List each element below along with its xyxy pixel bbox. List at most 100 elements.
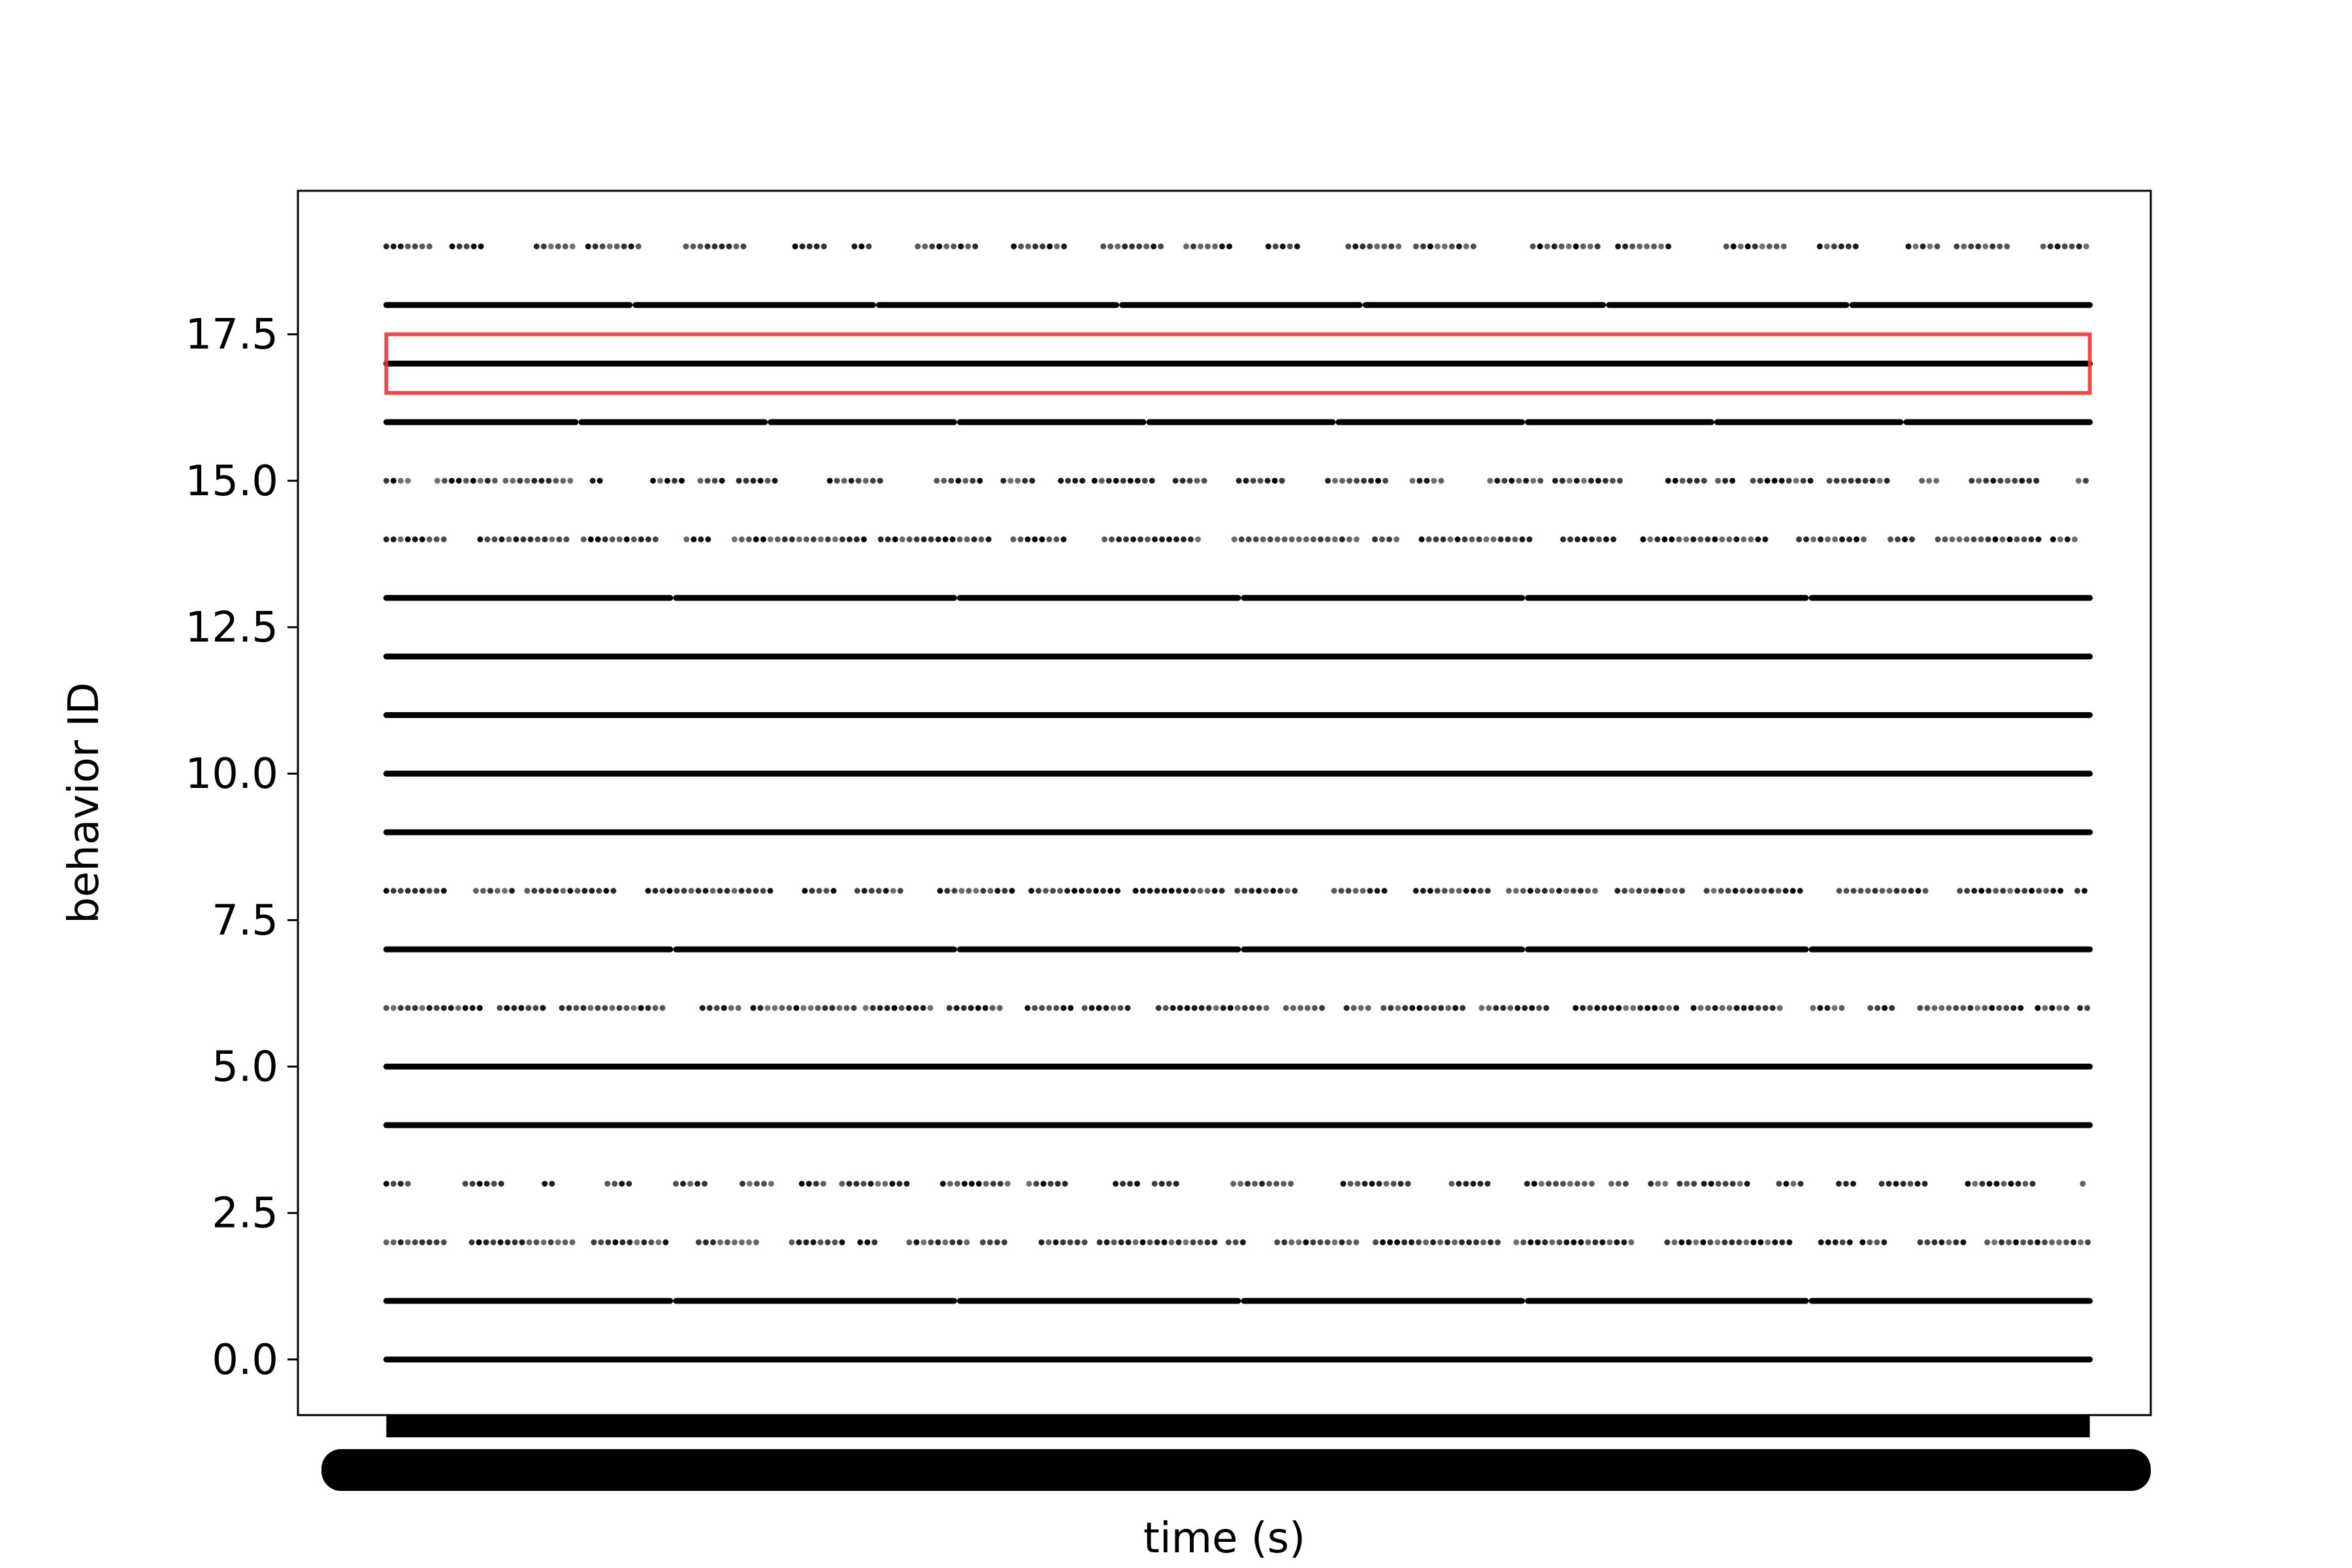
- event-marker: [1895, 536, 1901, 543]
- event-marker: [538, 887, 545, 894]
- event-marker: [789, 536, 795, 543]
- event-marker: [1139, 887, 1146, 894]
- event-marker: [1616, 1005, 1622, 1011]
- event-marker: [567, 478, 574, 484]
- event-marker: [463, 478, 469, 484]
- event-marker: [956, 1239, 963, 1245]
- event-marker: [789, 1239, 795, 1245]
- event-marker: [1036, 887, 1042, 894]
- event-marker: [666, 887, 673, 894]
- event-marker: [767, 536, 774, 543]
- event-marker: [1589, 536, 1595, 543]
- event-marker: [1956, 536, 1963, 543]
- event-marker: [491, 536, 498, 543]
- event-marker: [1975, 243, 1982, 250]
- event-marker: [972, 243, 979, 250]
- event-marker: [1614, 1239, 1620, 1245]
- event-marker: [404, 536, 411, 543]
- event-marker: [569, 243, 576, 250]
- event-marker: [1740, 536, 1747, 543]
- event-marker: [1818, 1239, 1824, 1245]
- event-marker: [1615, 243, 1622, 250]
- event-marker: [419, 1239, 425, 1245]
- event-marker: [1103, 1239, 1110, 1245]
- event-marker: [803, 1239, 809, 1245]
- event-marker: [1978, 887, 1985, 894]
- highlight-box: [384, 332, 2092, 395]
- event-marker: [1790, 1181, 1797, 1187]
- event-marker: [383, 1181, 389, 1187]
- event-marker: [553, 887, 559, 894]
- event-marker: [866, 243, 872, 250]
- event-marker: [2040, 243, 2046, 250]
- event-marker: [1672, 478, 1678, 484]
- event-marker: [1592, 887, 1598, 894]
- event-marker: [1567, 536, 1573, 543]
- event-marker: [962, 478, 969, 484]
- event-marker: [830, 887, 837, 894]
- event-marker: [383, 243, 389, 250]
- event-marker: [1401, 1239, 1407, 1245]
- event-marker: [1921, 1181, 1928, 1187]
- event-marker: [1838, 243, 1844, 250]
- event-marker: [1755, 1005, 1761, 1011]
- event-marker: [1768, 887, 1774, 894]
- event-marker: [1469, 536, 1475, 543]
- event-marker: [757, 1005, 764, 1011]
- event-marker: [1127, 478, 1134, 484]
- event-marker: [683, 536, 690, 543]
- event-marker: [1038, 1239, 1045, 1245]
- event-marker: [883, 887, 889, 894]
- event-marker: [832, 1239, 838, 1245]
- event-marker: [1919, 243, 1926, 250]
- event-marker: [717, 887, 723, 894]
- behavior-row-2: [383, 1239, 2091, 1245]
- event-marker: [877, 478, 883, 484]
- event-marker: [1679, 887, 1686, 894]
- event-marker: [735, 1005, 742, 1011]
- event-marker: [1477, 1181, 1484, 1187]
- event-marker: [1447, 536, 1454, 543]
- event-marker: [1705, 1005, 1711, 1011]
- event-marker: [390, 536, 397, 543]
- event-marker: [484, 478, 491, 484]
- event-marker: [1757, 478, 1763, 484]
- event-marker: [1881, 1239, 1887, 1245]
- event-marker: [829, 1005, 836, 1011]
- event-marker: [1807, 478, 1814, 484]
- event-marker: [1843, 887, 1850, 894]
- event-marker: [978, 536, 985, 543]
- event-marker: [822, 1005, 828, 1011]
- event-marker: [533, 1239, 540, 1245]
- event-marker: [711, 243, 718, 250]
- event-marker: [1884, 478, 1890, 484]
- event-marker: [1719, 536, 1725, 543]
- event-marker: [1953, 1239, 1959, 1245]
- event-marker: [1712, 1005, 1718, 1011]
- event-marker: [621, 243, 627, 250]
- event-marker: [853, 1181, 860, 1187]
- event-marker: [556, 536, 563, 543]
- event-marker: [540, 1005, 546, 1011]
- event-marker: [810, 1239, 817, 1245]
- event-marker: [1581, 1181, 1588, 1187]
- event-marker: [448, 1005, 454, 1011]
- behavior-row-8: [383, 887, 2088, 894]
- event-marker: [1527, 887, 1533, 894]
- event-marker: [1103, 1005, 1109, 1011]
- event-marker: [638, 1005, 644, 1011]
- event-marker: [1679, 478, 1686, 484]
- event-marker: [2022, 1181, 2029, 1187]
- event-marker: [687, 1181, 693, 1187]
- event-marker: [990, 1181, 996, 1187]
- event-marker: [1109, 536, 1115, 543]
- event-marker: [1778, 478, 1785, 484]
- event-marker: [733, 243, 740, 250]
- event-marker: [1375, 478, 1381, 484]
- event-marker: [1113, 1181, 1119, 1187]
- event-marker: [1039, 536, 1045, 543]
- event-marker: [1690, 1005, 1697, 1011]
- event-marker: [1536, 1005, 1543, 1011]
- event-marker: [2080, 1181, 2086, 1187]
- event-marker: [2054, 243, 2061, 250]
